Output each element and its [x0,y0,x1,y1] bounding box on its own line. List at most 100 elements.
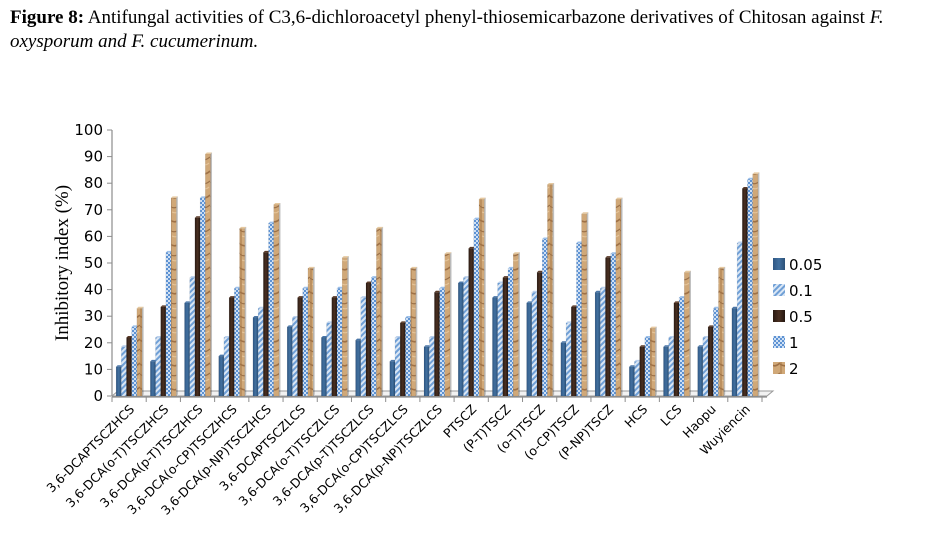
bar-2-12 [547,184,553,397]
bar-2-0 [136,308,143,397]
bar-top-1-6 [336,286,344,289]
bar-top-0.1-13 [566,321,573,323]
y-tick-label: 0 [93,387,103,405]
bar-top-0.5-8 [400,321,407,323]
bar-top-0.5-14 [605,256,613,258]
y-tick-label: 50 [84,254,103,272]
caption-species: F. oxysporum and F. cucumerinum. [10,7,884,52]
bar-top-0.05-16 [663,345,671,347]
bar-side-2-10 [484,197,486,396]
bar-2-1 [170,197,177,397]
bar-0.05-18 [731,308,738,397]
bar-top-0.1-3 [223,335,231,338]
bar-side-2-7 [381,226,384,396]
bar-top-0.5-10 [468,246,476,249]
bar-top-2-8 [410,266,418,269]
y-tick-label: 70 [84,201,103,219]
bar-2-16 [684,272,690,397]
y-tick-label: 90 [84,148,103,166]
bar-1-8 [405,317,411,397]
bar-top-0.5-16 [673,301,681,303]
bar-top-0.1-0 [121,345,129,347]
bar-0.05-0 [115,366,122,397]
bar-side-2-2 [210,152,213,396]
bar-0.05-10 [458,282,464,397]
bar-1-6 [336,288,343,397]
bar-0.5-16 [673,302,680,397]
bar-2-4 [273,204,280,397]
bar-0.5-14 [605,257,611,397]
bar-top-0.05-13 [560,341,568,343]
bar-1-11 [507,268,514,397]
bar-0.05-13 [560,342,567,397]
bar-0.1-2 [189,277,196,397]
bar-side-2-6 [347,256,349,396]
bar-side-2-16 [689,270,691,396]
bar-side-2-14 [621,197,623,396]
bar-top-1-3 [234,286,242,289]
bar-side-2-9 [450,252,452,396]
bar-top-0.1-11 [497,281,505,283]
bar-side-2-1 [176,196,178,396]
bar-0.05-14 [594,292,601,397]
bar-top-2-13 [581,212,589,214]
bar-top-0.05-12 [526,301,534,303]
legend-swatch-0.5 [773,310,785,322]
bar-2-10 [478,198,485,397]
bar-top-0.1-2 [189,276,197,278]
bar-0.5-0 [126,337,132,397]
bar-1-16 [678,297,685,397]
bar-top-1-10 [473,217,481,220]
bar-side-2-3 [244,226,247,396]
y-tick-label: 80 [84,174,103,192]
bar-side-2-13 [586,212,589,396]
bar-1-1 [165,252,172,397]
bar-top-0.05-17 [697,345,705,347]
y-axis-label: Inhibitory index (%) [52,185,73,341]
bar-0.05-7 [355,339,361,397]
bar-top-0.5-9 [434,290,442,293]
bar-top-0.5-7 [365,281,373,283]
bar-top-0.1-9 [429,335,436,338]
bar-0.1-18 [736,242,743,397]
bar-0.5-7 [365,282,372,397]
bar-top-2-1 [171,196,178,198]
bar-side-2-4 [278,202,281,396]
bar-top-1-5 [302,286,310,289]
bar-top-0.05-9 [424,345,431,347]
bar-top-2-10 [479,197,486,200]
bar-top-0.1-1 [155,335,163,338]
y-tick-label: 100 [74,121,103,139]
bar-top-0.1-17 [702,335,710,338]
bar-top-2-12 [547,183,555,185]
bar-0.1-12 [531,292,538,397]
bar-0.05-17 [697,346,704,397]
legend-swatch-2 [773,362,785,374]
bar-top-1-9 [439,286,447,289]
y-tick-label: 20 [84,334,103,352]
bar-top-0.05-1 [150,359,158,362]
bar-top-1-8 [405,316,413,318]
bar-2-2 [205,153,211,397]
bar-1-9 [439,288,446,397]
bar-1-5 [302,288,309,397]
bar-top-2-18 [752,172,760,174]
bar-top-2-11 [513,252,520,254]
bar-0.1-8 [394,337,401,397]
bar-top-1-2 [200,196,207,198]
bar-0.1-1 [155,337,161,397]
bar-0.05-8 [389,361,396,397]
bar-top-0.5-17 [708,325,715,327]
bar-2-11 [513,253,519,397]
bar-side-2-18 [757,172,760,396]
bar-top-0.1-18 [737,241,744,244]
bar-0.5-8 [399,322,406,397]
bar-1-3 [234,288,240,397]
bar-top-0.5-0 [126,335,134,338]
bar-0.5-2 [194,217,201,397]
bar-0.5-9 [434,292,440,397]
bar-top-2-17 [718,266,726,269]
legend-swatch-1 [773,336,785,348]
bar-2-6 [341,257,348,397]
bar-top-0.05-5 [287,325,294,327]
